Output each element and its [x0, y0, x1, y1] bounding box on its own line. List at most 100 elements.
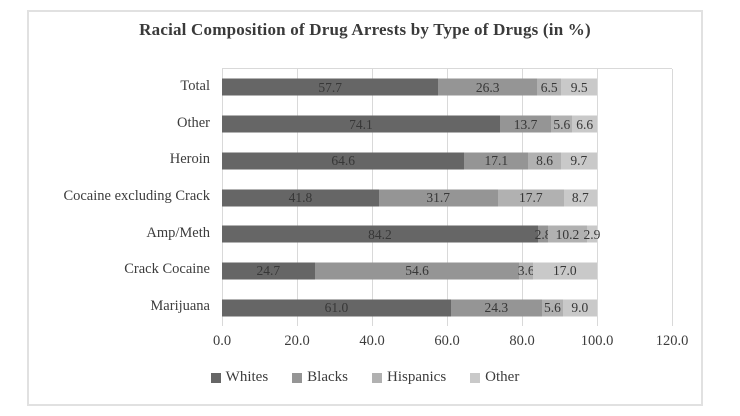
value-label: 3.6 [517, 263, 535, 279]
x-tick-label: 20.0 [284, 333, 310, 349]
bar-segment: 31.7 [378, 189, 498, 207]
legend-item: Hispanics [372, 369, 446, 386]
value-label: 64.6 [331, 153, 355, 169]
value-label: 61.0 [324, 299, 349, 315]
stacked-bar: 57.7 26.3 6.5 9.5 [222, 78, 597, 96]
legend-label: Other [485, 369, 520, 385]
bar-segment: 17.1 [464, 152, 529, 170]
bar-segment: 74.1 [222, 115, 500, 133]
legend-item: Blacks [292, 369, 348, 386]
stacked-bar: 64.6 17.1 8.6 9.7 [222, 152, 597, 170]
stacked-bar: 24.7 54.6 3.6 17.0 [222, 262, 597, 280]
x-tick-label: 60.0 [434, 333, 460, 349]
bar-segment: 9.7 [560, 152, 597, 170]
value-label: 13.7 [513, 116, 538, 132]
legend: Whites Blacks Hispanics Other [27, 369, 703, 386]
bar-segment: 6.5 [537, 78, 562, 96]
category-label: Other [176, 114, 210, 131]
bar-segment: 57.7 [222, 78, 439, 96]
legend-item: Whites [210, 369, 269, 386]
bar-segment: 17.7 [497, 189, 564, 207]
category-label: Heroin [169, 151, 210, 168]
legend-label: Whites [225, 369, 269, 385]
category-label: Marijuana [150, 298, 210, 315]
legend-marker-icon [210, 372, 221, 383]
legend-marker-icon [470, 372, 481, 383]
bar-segment: 3.6 [517, 262, 535, 280]
bar-segment: 84.2 [222, 225, 538, 243]
value-label: 31.7 [426, 189, 450, 205]
stacked-bar: 74.1 13.7 5.6 6.6 [222, 115, 597, 133]
x-tick-label: 100.0 [580, 333, 614, 349]
category-label: Total [180, 77, 210, 94]
plot-area: 57.7 26.3 6.5 9.5 74.1 13.7 5.6 6.6 64.6 17.1 8.6 9… [222, 68, 673, 326]
stacked-bar: 41.8 31.7 17.7 8.7 [222, 189, 597, 207]
stacked-bar: 84.2 2.8 10.2 2.9 [222, 225, 601, 243]
legend-label: Blacks [307, 369, 348, 385]
bar-segment: 61.0 [222, 299, 451, 317]
bar-segment: 24.7 [222, 262, 315, 280]
gridline [672, 69, 673, 326]
value-label: 2.8 [534, 226, 552, 242]
value-label: 74.1 [349, 116, 373, 132]
bar-segment: 17.0 [532, 262, 597, 280]
value-label: 8.6 [536, 153, 553, 169]
bar-row: 61.0 24.3 5.6 9.0 [222, 289, 672, 326]
bar-row: 24.7 54.6 3.6 17.0 [222, 253, 672, 290]
bar-segment: 26.3 [438, 78, 537, 96]
bar-segment: 8.7 [564, 189, 597, 207]
bar-segment: 2.9 [583, 225, 601, 243]
category-label: Crack Cocaine [124, 261, 210, 278]
bar-row: 41.8 31.7 17.7 8.7 [222, 179, 672, 216]
bar-segment: 13.7 [499, 115, 552, 133]
x-tick-label: 0.0 [212, 333, 232, 349]
bar-segment: 2.8 [534, 225, 552, 243]
value-label: 54.6 [405, 263, 429, 279]
legend-marker-icon [372, 372, 382, 383]
x-tick-label: 80.0 [509, 333, 535, 349]
value-label: 57.7 [318, 79, 342, 95]
category-label: Cocaine excluding Crack [63, 188, 210, 205]
bar-segment: 41.8 [222, 189, 379, 207]
value-label: 84.2 [368, 226, 392, 242]
value-label: 24.3 [484, 299, 509, 315]
legend-item: Other [470, 369, 519, 386]
bar-segment: 64.6 [222, 152, 465, 170]
x-tick-label: 40.0 [359, 333, 385, 349]
value-label: 5.6 [553, 116, 571, 132]
bar-row: 64.6 17.1 8.6 9.7 [222, 142, 672, 179]
value-label: 24.7 [256, 263, 281, 279]
value-label: 26.3 [475, 79, 500, 95]
value-label: 8.7 [571, 189, 589, 205]
value-label: 2.9 [583, 226, 601, 242]
legend-label: Hispanics [387, 369, 447, 385]
bar-row: 84.2 2.8 10.2 2.9 [222, 216, 672, 253]
chart-frame [27, 10, 703, 406]
value-label: 9.7 [570, 153, 588, 169]
bar-segment: 9.0 [562, 299, 597, 317]
chart-title: Racial Composition of Drug Arrests by Ty… [139, 20, 591, 39]
bar-segment: 24.3 [450, 299, 542, 317]
bar-row: 74.1 13.7 5.6 6.6 [222, 106, 672, 143]
bar-segment: 10.2 [548, 225, 587, 243]
value-label: 6.6 [576, 116, 594, 132]
value-label: 41.8 [288, 189, 313, 205]
value-label: 9.5 [570, 79, 588, 95]
x-tick-label: 120.0 [655, 333, 689, 349]
value-label: 17.7 [519, 189, 543, 205]
value-label: 17.0 [552, 263, 577, 279]
bar-rows: 57.7 26.3 6.5 9.5 74.1 13.7 5.6 6.6 64.6 17.1 8.6 9… [222, 69, 672, 326]
value-label: 17.1 [484, 153, 509, 169]
bar-segment: 5.6 [541, 299, 563, 317]
bar-segment: 9.5 [561, 78, 597, 96]
value-label: 5.6 [543, 299, 561, 315]
bar-segment: 5.6 [551, 115, 573, 133]
stacked-bar: 61.0 24.3 5.6 9.0 [222, 299, 597, 317]
gridline [597, 69, 598, 326]
value-label: 10.2 [555, 226, 580, 242]
category-label: Amp/Meth [146, 224, 210, 241]
bar-row: 57.7 26.3 6.5 9.5 [222, 69, 672, 106]
value-label: 6.5 [540, 79, 558, 95]
bar-segment: 54.6 [314, 262, 520, 280]
